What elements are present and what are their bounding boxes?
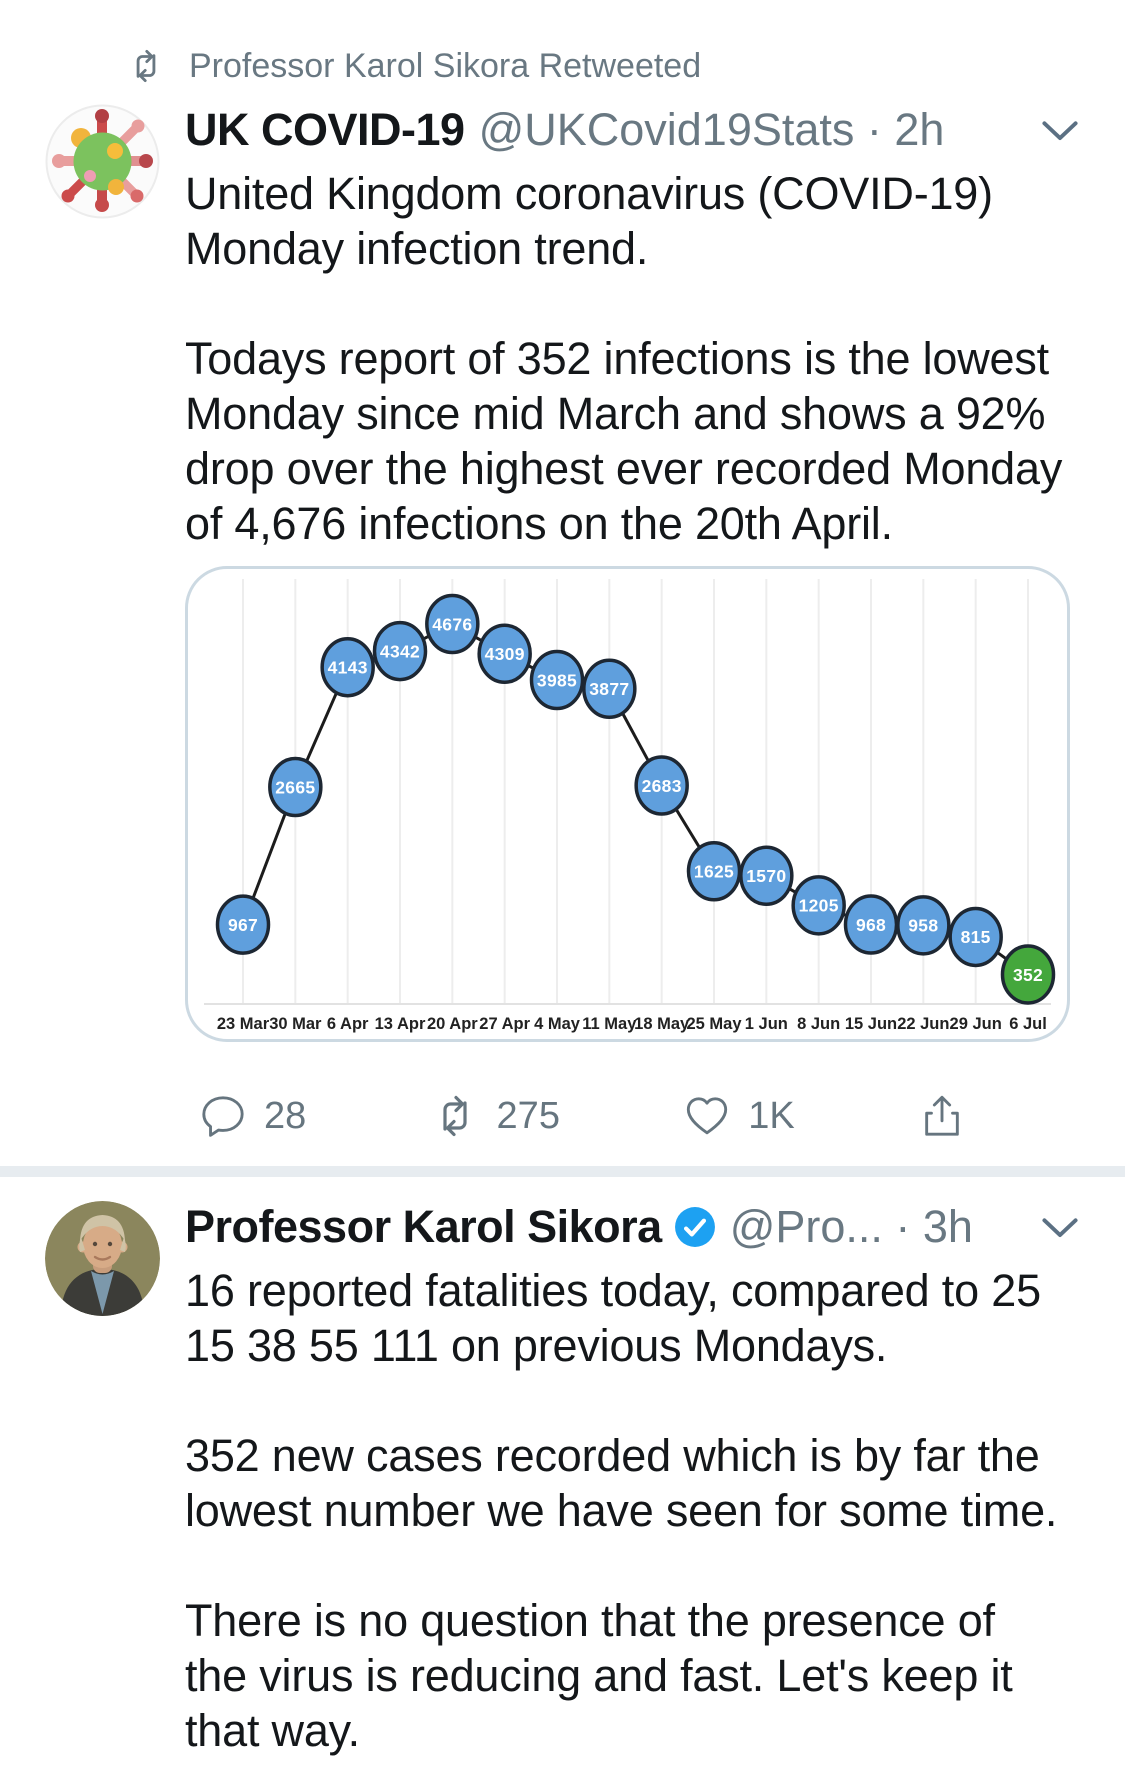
data-point [582, 658, 637, 720]
retweet-count: 275 [496, 1094, 560, 1137]
tweet-karol-sikora: Professor Karol Sikora @Pro... · 3h 16 r… [0, 1177, 1125, 1758]
x-tick-label: 27 Apr [479, 1015, 530, 1033]
infection-line-chart: 967 2665 4143 4342 4676 4309 3985 3877 2683 1625 1… [204, 579, 1056, 1033]
tweet-separator [0, 1166, 1125, 1177]
avatar-uk-covid[interactable] [45, 104, 160, 219]
x-tick-label: 22 Jun [897, 1015, 949, 1033]
share-icon [925, 1095, 959, 1136]
data-point-label: 1205 [799, 896, 839, 916]
data-point [634, 755, 689, 816]
avatar-karol-sikora[interactable] [45, 1201, 160, 1316]
engagement-bar: 28 275 1K [200, 1092, 965, 1140]
data-point-label: 4676 [432, 614, 472, 634]
display-name[interactable]: Professor Karol Sikora [185, 1201, 662, 1252]
heart-icon [687, 1097, 728, 1135]
x-tick-label: 30 Mar [269, 1015, 322, 1033]
data-point-label: 2665 [275, 777, 315, 797]
retweet-icon [136, 49, 156, 83]
share-button[interactable] [919, 1093, 965, 1139]
data-point-label: 958 [908, 916, 938, 936]
data-point [215, 894, 271, 955]
data-point [268, 756, 323, 818]
user-meta: @UKCovid19Stats · 2h [478, 104, 945, 155]
data-point [896, 895, 951, 956]
chart-media[interactable]: 967 2665 4143 4342 4676 4309 3985 3877 2683 1625 1… [185, 566, 1070, 1042]
user-meta: @Pro... · 3h [729, 1201, 973, 1252]
x-tick-label: 6 Jul [1009, 1015, 1047, 1033]
retweet-banner-text: Professor Karol Sikora Retweeted [189, 46, 702, 85]
data-point [425, 593, 480, 655]
x-tick-label: 20 Apr [427, 1015, 478, 1033]
data-point-label: 4309 [485, 644, 525, 664]
data-point [791, 875, 846, 936]
data-point-label: 1570 [746, 866, 786, 886]
x-tick-label: 8 Jun [797, 1015, 840, 1033]
x-tick-label: 13 Apr [375, 1015, 426, 1033]
x-tick-label: 25 May [686, 1015, 742, 1033]
tweet-text: United Kingdom coronavirus (COVID-19) Mo… [185, 168, 993, 274]
tweet-text: Todays report of 352 infections is the l… [185, 333, 1063, 549]
data-point-label: 3877 [589, 679, 629, 699]
data-point-label: 3985 [537, 670, 577, 690]
data-point [739, 845, 794, 906]
x-tick-label: 15 Jun [845, 1015, 897, 1033]
data-point-label: 352 [1013, 965, 1043, 985]
like-count: 1K [748, 1094, 795, 1137]
data-point-label: 4342 [380, 641, 420, 661]
retweet-banner[interactable]: Professor Karol Sikora Retweeted [127, 46, 1080, 86]
retweet-icon [442, 1095, 467, 1137]
x-tick-label: 18 May [634, 1015, 690, 1033]
x-tick-label: 23 Mar [217, 1015, 270, 1033]
tweet-text: 352 new cases recorded which is by far t… [185, 1430, 1058, 1536]
data-point [477, 623, 532, 684]
display-name[interactable]: UK COVID-19 [185, 104, 465, 155]
data-point [529, 649, 585, 711]
data-point-label: 968 [856, 915, 886, 935]
x-tick-label: 4 May [534, 1015, 581, 1033]
like-button[interactable]: 1K [684, 1093, 795, 1139]
data-point [320, 636, 375, 698]
x-tick-label: 11 May [582, 1015, 637, 1033]
tweet-text: 16 reported fatalities today, compared t… [185, 1265, 1041, 1371]
retweet-button[interactable]: 275 [431, 1092, 560, 1140]
reply-icon [202, 1096, 244, 1137]
data-point [372, 620, 428, 682]
data-point-label: 1625 [694, 862, 734, 882]
tweet-uk-covid: Professor Karol Sikora Retweeted [45, 46, 1080, 1140]
data-point-label: 967 [228, 915, 258, 935]
virus-avatar-graphic [45, 104, 160, 219]
data-point [1000, 944, 1056, 1005]
reply-button[interactable]: 28 [200, 1093, 306, 1139]
data-point-label: 4143 [328, 658, 368, 678]
tweet-text: There is no question that the presence o… [185, 1595, 1013, 1756]
data-point-label: 815 [961, 927, 991, 947]
more-chevron-icon[interactable] [1020, 1201, 1080, 1253]
x-tick-label: 1 Jun [745, 1015, 788, 1033]
x-tick-label: 29 Jun [950, 1015, 1002, 1033]
data-point [948, 906, 1003, 968]
portrait-avatar-graphic [45, 1201, 160, 1316]
data-point-label: 2683 [642, 776, 682, 796]
verified-badge-icon [674, 1206, 716, 1248]
reply-count: 28 [264, 1094, 307, 1137]
more-chevron-icon[interactable] [1020, 104, 1080, 156]
x-tick-label: 6 Apr [327, 1015, 369, 1033]
